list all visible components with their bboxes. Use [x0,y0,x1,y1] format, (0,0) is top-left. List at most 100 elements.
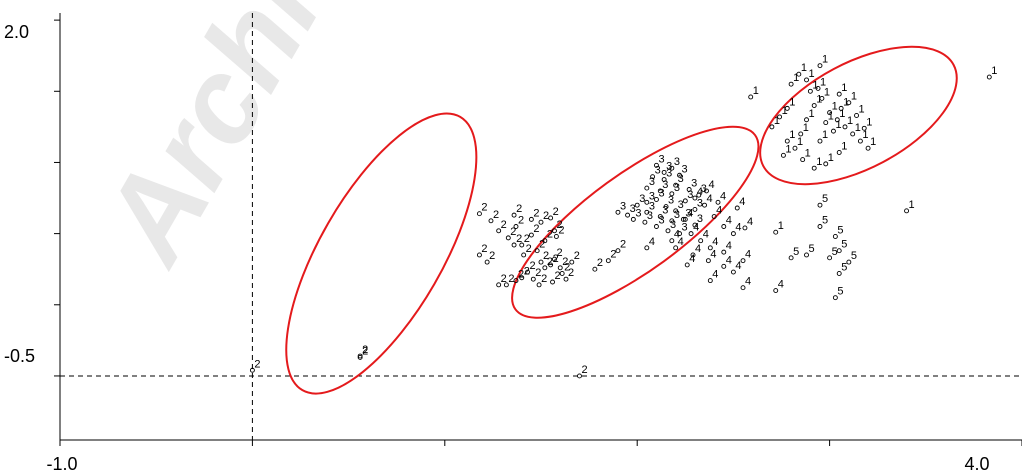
data-point-label: 2 [562,256,568,268]
data-point-group-4 [704,188,709,194]
data-point-group-3 [665,228,671,234]
data-point-label: 5 [822,193,828,205]
data-point-group-2 [552,228,557,234]
data-point-label: 1 [839,108,845,120]
data-point-group-2 [513,224,519,229]
data-point-group-4 [702,202,707,208]
data-point-label: 3 [674,209,680,221]
data-point-group-2 [530,276,536,282]
data-point-group-2 [615,248,621,254]
data-point-group-1 [861,125,867,131]
data-point-label: 1 [835,119,841,131]
data-point-label: 1 [801,62,807,74]
data-point-label: 2 [556,219,562,231]
data-point-group-1 [769,124,775,130]
data-point-group-3 [677,172,682,178]
data-point-group-2 [542,265,548,271]
data-point-label: 5 [851,250,857,262]
data-point-group-4 [705,258,711,264]
data-point-group-5 [788,255,794,261]
data-point-label: 2 [524,233,530,245]
data-point-label: 2 [533,223,539,235]
data-point-label: 5 [837,224,843,236]
data-point-group-4 [721,249,727,255]
data-point-group-1 [823,161,829,167]
data-point-group-3 [661,177,667,182]
y-tick-label-max: 2.0 [4,22,29,42]
data-point-label: 3 [685,207,691,219]
data-point-label: 2 [543,250,549,262]
data-point-group-2 [528,216,534,222]
data-point-group-3 [644,209,650,215]
data-point-label: 3 [674,156,680,168]
data-point-group-1 [784,138,790,144]
data-point-label: 2 [518,215,524,227]
data-point-label: 3 [670,219,676,231]
data-point-group-4 [707,245,713,251]
data-point-group-3 [657,214,663,219]
data-point-label: 5 [809,243,815,255]
data-point-group-2 [249,367,255,373]
data-point-label: 1 [855,122,861,134]
data-point-group-3 [692,206,698,212]
data-point-label: 4 [712,236,718,248]
data-point-label: 1 [805,148,811,160]
data-point-group-3 [653,224,659,229]
data-point-group-1 [788,81,794,87]
data-point-group-1 [796,71,802,77]
data-point-group-3 [696,192,702,198]
data-point-group-5 [817,202,823,208]
data-point-group-2 [484,259,490,265]
data-point-group-3 [644,199,650,205]
data-point-group-2 [521,252,527,258]
reference-lines [60,13,1022,440]
data-point-group-2 [503,282,509,288]
data-point-group-1 [817,63,823,69]
data-point-label: 1 [991,65,997,77]
data-point-label: 2 [533,207,539,219]
data-point-label: 4 [726,240,732,252]
data-point-group-3 [653,162,659,168]
data-point-group-1 [819,95,825,101]
data-point-label: 1 [820,76,826,88]
data-point-label: 4 [710,249,716,261]
data-point-label: 3 [649,200,655,212]
data-point-group-4 [692,195,698,201]
data-point-label: 3 [658,215,664,227]
data-point-group-5 [827,255,833,261]
data-point-group-3 [663,204,669,210]
data-point-group-3 [644,185,650,191]
data-point-group-3 [669,218,675,224]
watermark-text: Archive [75,0,413,286]
data-point-group-4 [773,288,779,293]
data-point-label: 4 [689,253,695,265]
data-point-label: 4 [735,260,741,272]
data-point-group-3 [669,191,675,197]
data-point-group-1 [842,124,848,130]
data-point-group-5 [836,271,842,276]
data-point-group-2 [505,235,511,241]
data-point-label: 4 [712,269,718,281]
data-point-label: 2 [516,233,522,245]
data-point-label: 2 [526,243,532,255]
data-point-label: 4 [674,229,680,241]
data-point-label: 4 [703,229,709,241]
data-point-label: 2 [597,257,603,269]
data-point-group-4 [721,224,727,229]
data-point-label: 2 [543,210,549,222]
data-point-label: 2 [539,239,545,251]
data-point-group-2 [563,276,569,282]
data-point-label: 2 [558,224,564,236]
data-point-group-4 [734,205,740,211]
data-point-label: 2 [508,273,514,285]
data-point-group-3 [657,188,663,194]
data-point-label: 1 [816,94,822,106]
data-point-label: 1 [816,156,822,168]
data-point-group-1 [804,117,809,123]
data-point-group-2 [528,232,534,238]
data-point-group-3 [634,202,640,208]
data-point-label: 3 [701,183,707,195]
data-point-label: 1 [789,96,795,108]
data-point-label: 5 [793,246,799,258]
data-point-label: 2 [581,364,587,376]
